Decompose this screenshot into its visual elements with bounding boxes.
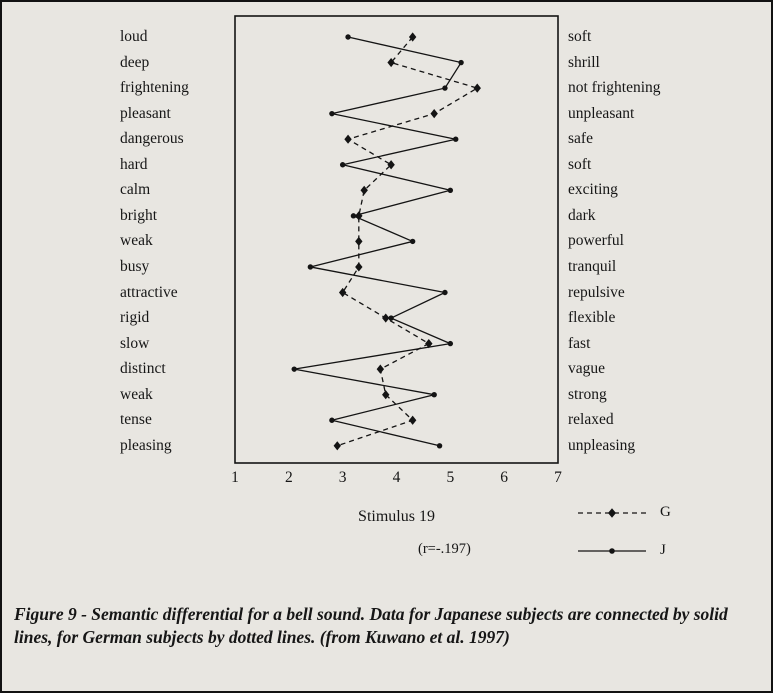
diamond-marker: [430, 109, 438, 119]
legend-j-label: J: [660, 542, 666, 558]
diamond-marker: [408, 32, 417, 42]
dot-marker: [339, 162, 346, 168]
series-line-g: [337, 36, 479, 447]
dot-marker: [436, 443, 443, 449]
diamond-marker: [382, 390, 390, 400]
dot-marker: [409, 238, 416, 245]
dot-marker: [388, 315, 394, 321]
legend-solid-dot-sample: [578, 547, 646, 554]
diamond-marker: [355, 236, 363, 246]
dot-marker: [453, 136, 459, 142]
dot-marker: [329, 417, 335, 423]
legend-dashed-diamond-sample: [578, 507, 646, 518]
dot-marker: [442, 85, 448, 91]
plot-border: [234, 15, 559, 464]
dot-marker: [345, 34, 351, 40]
diamond-marker: [408, 415, 417, 425]
diamond-marker: [344, 134, 352, 144]
semantic-differential-chart: [234, 15, 559, 464]
dot-marker: [458, 59, 464, 66]
dot-marker: [307, 264, 314, 270]
diamond-marker: [387, 57, 395, 68]
diamond-marker: [338, 287, 347, 298]
diamond-marker: [360, 185, 368, 195]
correlation-label: (r=-.197): [418, 541, 471, 557]
diamond-marker: [333, 441, 341, 451]
stimulus-label: Stimulus 19: [358, 508, 435, 525]
legend-item-g: G: [576, 504, 671, 521]
legend-item-j: J: [576, 542, 666, 559]
diamond-marker: [355, 262, 363, 272]
dot-marker: [431, 392, 437, 398]
diamond-marker: [425, 339, 433, 349]
legend-g-label: G: [660, 504, 671, 520]
diamond-marker: [387, 160, 395, 170]
dot-marker: [447, 340, 454, 347]
dot-marker: [350, 213, 357, 219]
diamond-marker: [376, 364, 385, 374]
series-line-j: [294, 36, 463, 447]
diamond-marker: [382, 313, 390, 323]
dot-marker: [447, 187, 454, 193]
dot-marker: [329, 110, 335, 117]
dot-marker: [291, 366, 297, 372]
diamond-marker: [473, 83, 481, 93]
figure-caption: Figure 9 - Semantic differential for a b…: [14, 604, 728, 648]
dot-marker: [442, 289, 448, 296]
